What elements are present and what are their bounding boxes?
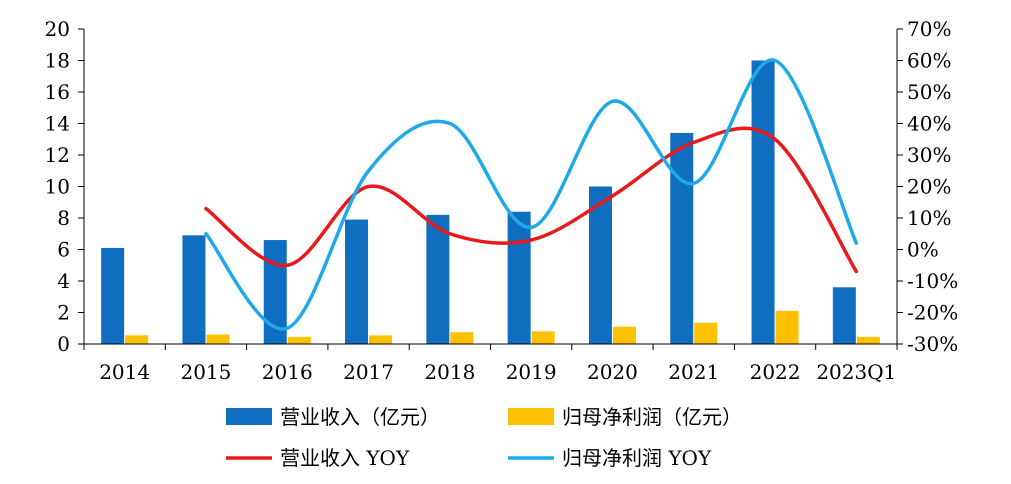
legend-item: 营业收入（亿元）: [226, 405, 440, 429]
x-tick-label: 2023Q1: [816, 360, 896, 384]
right-tick-label: -10%: [907, 269, 958, 293]
net-profit-bar-2016: [287, 336, 311, 344]
legend: 营业收入（亿元） 归母净利润（亿元） 营业收入 YOY 归母净利润 YOY: [226, 405, 742, 470]
right-tick-label: 60%: [907, 49, 951, 73]
left-tick-label: 12: [45, 143, 70, 167]
right-tick-label: 50%: [907, 80, 951, 104]
axes-layer: 0 2 4 6 8 10 12 14 16 18 20 -30% -20% -10% 0% 10% 20% 30%…: [45, 17, 959, 384]
x-tick-label: 2020: [587, 360, 638, 384]
legend-label: 归母净利润（亿元）: [562, 405, 742, 429]
legend-item: 归母净利润（亿元）: [508, 405, 742, 429]
legend-swatch: [226, 408, 272, 425]
left-tick-label: 4: [57, 269, 70, 293]
revenue-yoy-line: [204, 126, 859, 274]
net-profit-bar-2022: [775, 310, 799, 344]
left-tick-label: 18: [45, 49, 70, 73]
net-profit-bar-2023Q1: [856, 336, 880, 344]
right-tick-label: 30%: [907, 143, 951, 167]
legend-item: 归母净利润 YOY: [508, 446, 712, 470]
right-tick-label: 20%: [907, 175, 951, 199]
net-profit-yoy-line: [204, 58, 859, 331]
x-tick-label: 2018: [424, 360, 475, 384]
net-profit-bar-2015: [206, 334, 230, 344]
lines-layer: [204, 58, 859, 331]
x-tick-label: 2021: [668, 360, 719, 384]
x-tick-label: 2022: [750, 360, 801, 384]
net-profit-bar-2021: [694, 322, 718, 344]
legend-label: 营业收入 YOY: [280, 446, 410, 470]
right-tick-label: 0%: [907, 238, 939, 262]
left-tick-label: 2: [57, 301, 70, 325]
x-tick-label: 2014: [99, 360, 150, 384]
left-tick-label: 0: [57, 332, 70, 356]
legend-item: 营业收入 YOY: [226, 446, 410, 470]
right-tick-label: -20%: [907, 301, 958, 325]
x-tick-label: 2017: [343, 360, 394, 384]
right-tick-label: 10%: [907, 206, 951, 230]
x-tick-label: 2019: [506, 360, 557, 384]
right-tick-label: -30%: [907, 332, 958, 356]
left-tick-label: 20: [45, 17, 70, 41]
revenue-bar-2020: [588, 186, 612, 344]
revenue-bar-2022: [751, 60, 775, 344]
left-tick-label: 16: [45, 80, 70, 104]
left-tick-label: 14: [45, 112, 70, 136]
x-tick-label: 2015: [180, 360, 231, 384]
revenue-bar-2017: [345, 219, 369, 344]
x-tick-label: 2016: [262, 360, 313, 384]
left-tick-label: 8: [57, 206, 70, 230]
net-profit-bar-2014: [125, 335, 149, 344]
revenue-bar-2023Q1: [832, 287, 856, 344]
left-tick-label: 10: [45, 175, 70, 199]
legend-label: 归母净利润 YOY: [562, 446, 712, 470]
right-tick-label: 40%: [907, 112, 951, 136]
bars-layer: [101, 60, 880, 344]
legend-label: 营业收入（亿元）: [280, 405, 440, 429]
revenue-bar-2018: [426, 214, 450, 344]
left-tick-label: 6: [57, 238, 70, 262]
revenue-bar-2021: [670, 132, 694, 344]
right-tick-label: 70%: [907, 17, 951, 41]
legend-swatch: [508, 408, 554, 425]
revenue-bar-2014: [101, 247, 125, 344]
revenue-bar-2015: [182, 235, 206, 344]
net-profit-bar-2020: [612, 326, 636, 344]
revenue-bar-2019: [507, 211, 531, 344]
net-profit-bar-2019: [531, 331, 555, 344]
net-profit-bar-2017: [369, 335, 393, 344]
net-profit-bar-2018: [450, 332, 474, 344]
